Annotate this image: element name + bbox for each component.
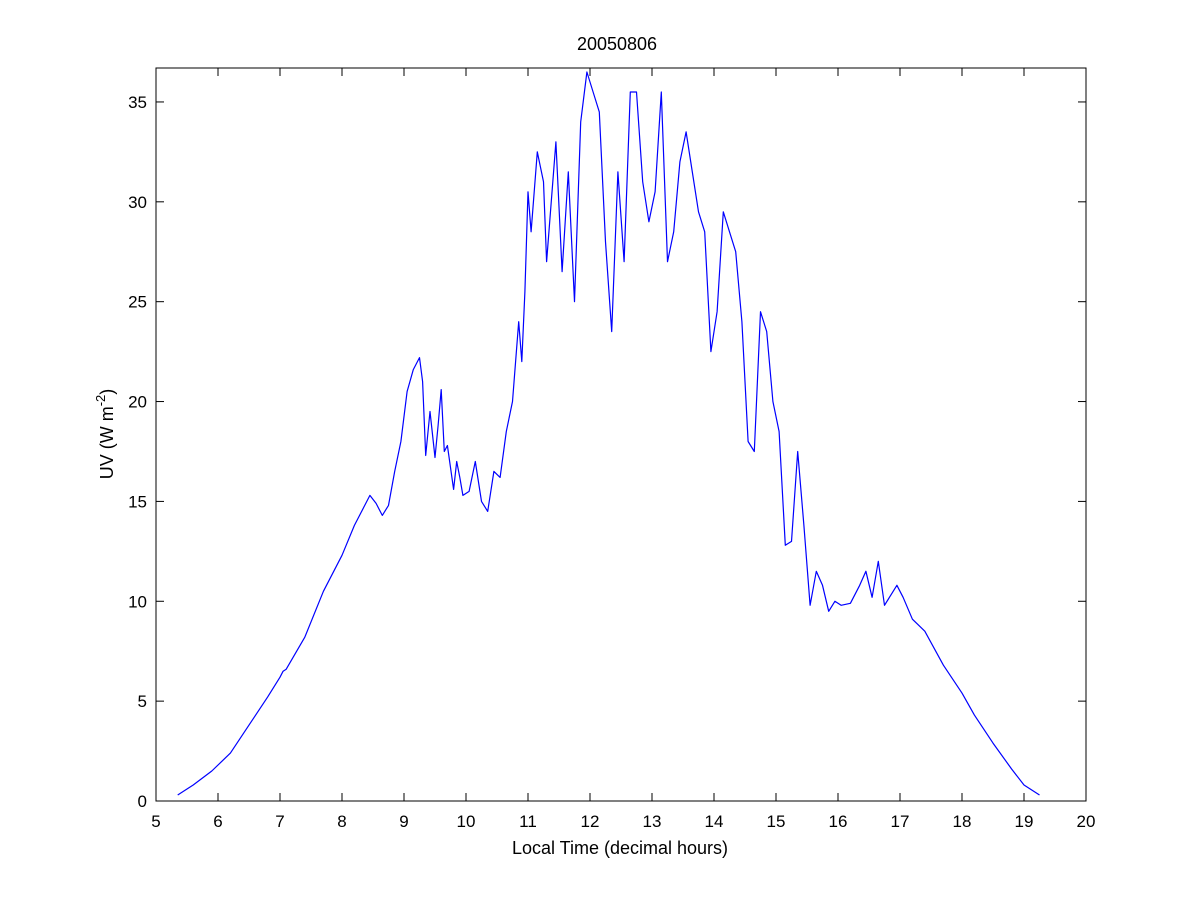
uv-series-line bbox=[177, 71, 1040, 796]
y-tick-label: 15 bbox=[128, 492, 147, 511]
y-tick-label: 35 bbox=[128, 93, 147, 112]
y-tick-label: 0 bbox=[138, 792, 147, 811]
x-tick-label: 6 bbox=[213, 812, 222, 831]
y-tick-label: 25 bbox=[128, 293, 147, 312]
x-tick-label: 9 bbox=[399, 812, 408, 831]
x-tick-label: 12 bbox=[581, 812, 600, 831]
x-tick-label: 8 bbox=[337, 812, 346, 831]
y-axis-title-suffix: ) bbox=[97, 389, 117, 395]
x-tick-label: 13 bbox=[643, 812, 662, 831]
plot-area: 5 6 7 8 9 10 11 12 13 14 15 16 17 18 19 200510152025303… bbox=[128, 67, 1096, 831]
x-tick-label: 11 bbox=[519, 812, 537, 831]
x-tick-label: 20 bbox=[1077, 812, 1096, 831]
y-tick-label: 20 bbox=[128, 393, 147, 412]
plot-frame bbox=[155, 67, 1087, 802]
x-tick-label: 18 bbox=[953, 812, 972, 831]
x-tick-label: 15 bbox=[767, 812, 786, 831]
x-tick-label: 5 bbox=[151, 812, 160, 831]
y-tick-label: 5 bbox=[138, 692, 147, 711]
x-tick-label: 19 bbox=[1015, 812, 1034, 831]
x-tick-label: 7 bbox=[275, 812, 284, 831]
chart-title: 20050806 bbox=[577, 34, 657, 54]
x-tick-label: 14 bbox=[705, 812, 724, 831]
x-tick-label: 10 bbox=[457, 812, 476, 831]
x-axis-title: Local Time (decimal hours) bbox=[512, 838, 728, 858]
y-tick-label: 10 bbox=[128, 592, 147, 611]
y-axis-title: UV (W m-2) bbox=[93, 389, 117, 480]
y-axis-title-prefix: UV (W m bbox=[97, 406, 117, 479]
y-tick-label: 30 bbox=[128, 193, 147, 212]
y-axis-title-superscript: -2 bbox=[93, 395, 108, 407]
x-tick-label: 17 bbox=[891, 812, 910, 831]
x-tick-label: 16 bbox=[829, 812, 848, 831]
